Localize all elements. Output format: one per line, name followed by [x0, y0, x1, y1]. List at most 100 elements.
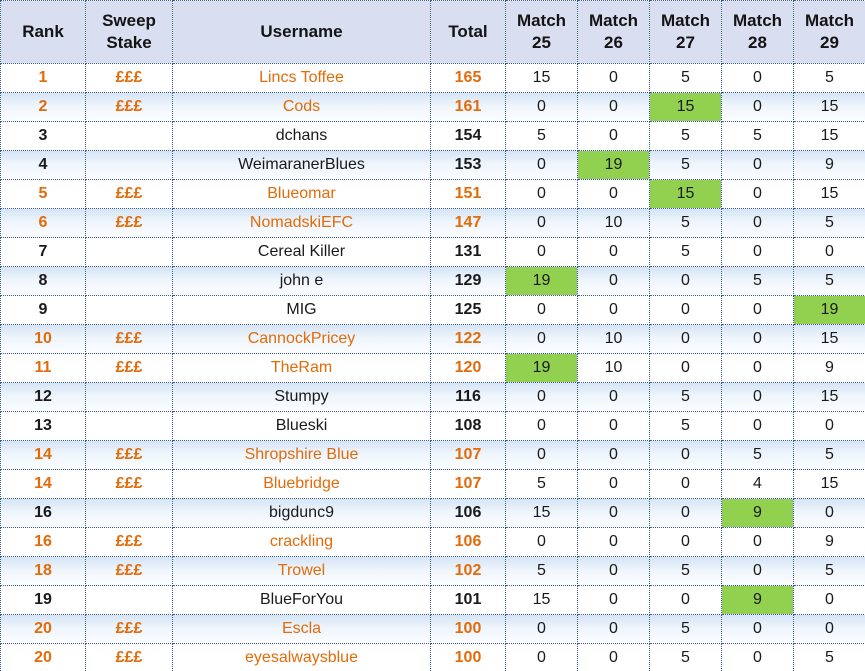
match-score-cell: 10 — [577, 353, 650, 383]
rank-cell: 16 — [0, 498, 86, 528]
rank-cell: 16 — [0, 527, 86, 557]
match-score-cell: 0 — [577, 411, 650, 441]
username-cell: john e — [172, 266, 431, 296]
match-score-cell: 15 — [793, 324, 865, 354]
sweep-stake-cell: £££ — [85, 527, 173, 557]
match-score-cell: 15 — [793, 179, 865, 209]
match-score-cell: 0 — [577, 92, 650, 122]
sweep-stake-cell: £££ — [85, 63, 173, 93]
match-score-cell: 5 — [505, 556, 578, 586]
match-score-cell: 0 — [577, 585, 650, 615]
match-score-cell: 0 — [721, 353, 794, 383]
match-score-cell: 5 — [793, 208, 865, 238]
match-score-cell: 5 — [649, 556, 722, 586]
total-cell: 101 — [430, 585, 506, 615]
username-cell: dchans — [172, 121, 431, 151]
total-cell: 100 — [430, 614, 506, 644]
match-score-cell: 0 — [577, 614, 650, 644]
match-score-cell: 0 — [577, 179, 650, 209]
match-score-cell: 5 — [649, 63, 722, 93]
match-score-cell: 5 — [793, 440, 865, 470]
match-score-cell: 15 — [505, 63, 578, 93]
match-score-cell: 0 — [505, 411, 578, 441]
rank-cell: 20 — [0, 614, 86, 644]
match-score-cell: 0 — [577, 295, 650, 325]
total-cell: 129 — [430, 266, 506, 296]
match-score-cell: 5 — [649, 237, 722, 267]
match-score-cell: 9 — [793, 353, 865, 383]
table-row: 14 £££ Shropshire Blue 107 0 0 0 5 5 — [0, 440, 865, 470]
rank-cell: 1 — [0, 63, 86, 93]
username-cell: Escla — [172, 614, 431, 644]
match-score-cell: 15 — [649, 179, 722, 209]
match-score-cell: 5 — [793, 266, 865, 296]
match-score-cell: 0 — [505, 643, 578, 671]
total-cell: 131 — [430, 237, 506, 267]
sweep-stake-cell — [85, 498, 173, 528]
match-score-cell: 0 — [793, 614, 865, 644]
match-score-cell: 5 — [505, 121, 578, 151]
column-header-username: Username — [172, 0, 431, 64]
table-row: 9 MIG 125 0 0 0 0 19 — [0, 295, 865, 325]
match-score-cell: 0 — [505, 208, 578, 238]
match-score-cell: 0 — [649, 324, 722, 354]
table-row: 6 £££ NomadskiEFC 147 0 10 5 0 5 — [0, 208, 865, 238]
match-score-cell: 0 — [721, 237, 794, 267]
sweep-stake-cell: £££ — [85, 208, 173, 238]
sweep-stake-cell: £££ — [85, 179, 173, 209]
table-row: 13 Blueski 108 0 0 5 0 0 — [0, 411, 865, 441]
match-score-cell: 0 — [577, 498, 650, 528]
sweep-stake-cell — [85, 266, 173, 296]
username-cell: Cods — [172, 92, 431, 122]
match-score-cell: 5 — [793, 63, 865, 93]
table-row: 11 £££ TheRam 120 19 10 0 0 9 — [0, 353, 865, 383]
table-row: 7 Cereal Killer 131 0 0 5 0 0 — [0, 237, 865, 267]
match-score-cell: 15 — [505, 498, 578, 528]
rank-cell: 5 — [0, 179, 86, 209]
sweep-stake-cell — [85, 121, 173, 151]
total-cell: 107 — [430, 440, 506, 470]
match-score-cell: 0 — [649, 585, 722, 615]
sweep-stake-cell — [85, 295, 173, 325]
total-cell: 165 — [430, 63, 506, 93]
match-score-cell: 5 — [649, 121, 722, 151]
username-cell: Cereal Killer — [172, 237, 431, 267]
total-cell: 108 — [430, 411, 506, 441]
match-score-cell: 0 — [721, 208, 794, 238]
match-score-cell: 5 — [649, 411, 722, 441]
column-header-sweep: Sweep Stake — [85, 0, 173, 64]
username-cell: bigdunc9 — [172, 498, 431, 528]
column-header-m25: Match 25 — [505, 0, 578, 64]
match-score-cell: 5 — [649, 643, 722, 671]
match-score-cell: 0 — [649, 469, 722, 499]
username-cell: Blueski — [172, 411, 431, 441]
column-header-m26: Match 26 — [577, 0, 650, 64]
rank-cell: 10 — [0, 324, 86, 354]
table-row: 20 £££ eyesalwaysblue 100 0 0 5 0 5 — [0, 643, 865, 671]
match-score-cell: 19 — [577, 150, 650, 180]
username-cell: CannockPricey — [172, 324, 431, 354]
table-row: 8 john e 129 19 0 0 5 5 — [0, 266, 865, 296]
match-score-cell: 5 — [505, 469, 578, 499]
match-score-cell: 0 — [505, 382, 578, 412]
match-score-cell: 19 — [505, 353, 578, 383]
table-row: 4 WeimaranerBlues 153 0 19 5 0 9 — [0, 150, 865, 180]
match-score-cell: 0 — [721, 614, 794, 644]
match-score-cell: 0 — [721, 295, 794, 325]
match-score-cell: 0 — [505, 179, 578, 209]
match-score-cell: 19 — [793, 295, 865, 325]
match-score-cell: 0 — [649, 295, 722, 325]
match-score-cell: 0 — [505, 324, 578, 354]
match-score-cell: 15 — [793, 469, 865, 499]
sweep-stake-cell: £££ — [85, 643, 173, 671]
match-score-cell: 0 — [793, 411, 865, 441]
sweep-stake-cell — [85, 411, 173, 441]
match-score-cell: 15 — [793, 382, 865, 412]
match-score-cell: 0 — [577, 382, 650, 412]
match-score-cell: 0 — [505, 440, 578, 470]
total-cell: 151 — [430, 179, 506, 209]
rank-cell: 6 — [0, 208, 86, 238]
table-row: 1 £££ Lincs Toffee 165 15 0 5 0 5 — [0, 63, 865, 93]
match-score-cell: 5 — [649, 208, 722, 238]
